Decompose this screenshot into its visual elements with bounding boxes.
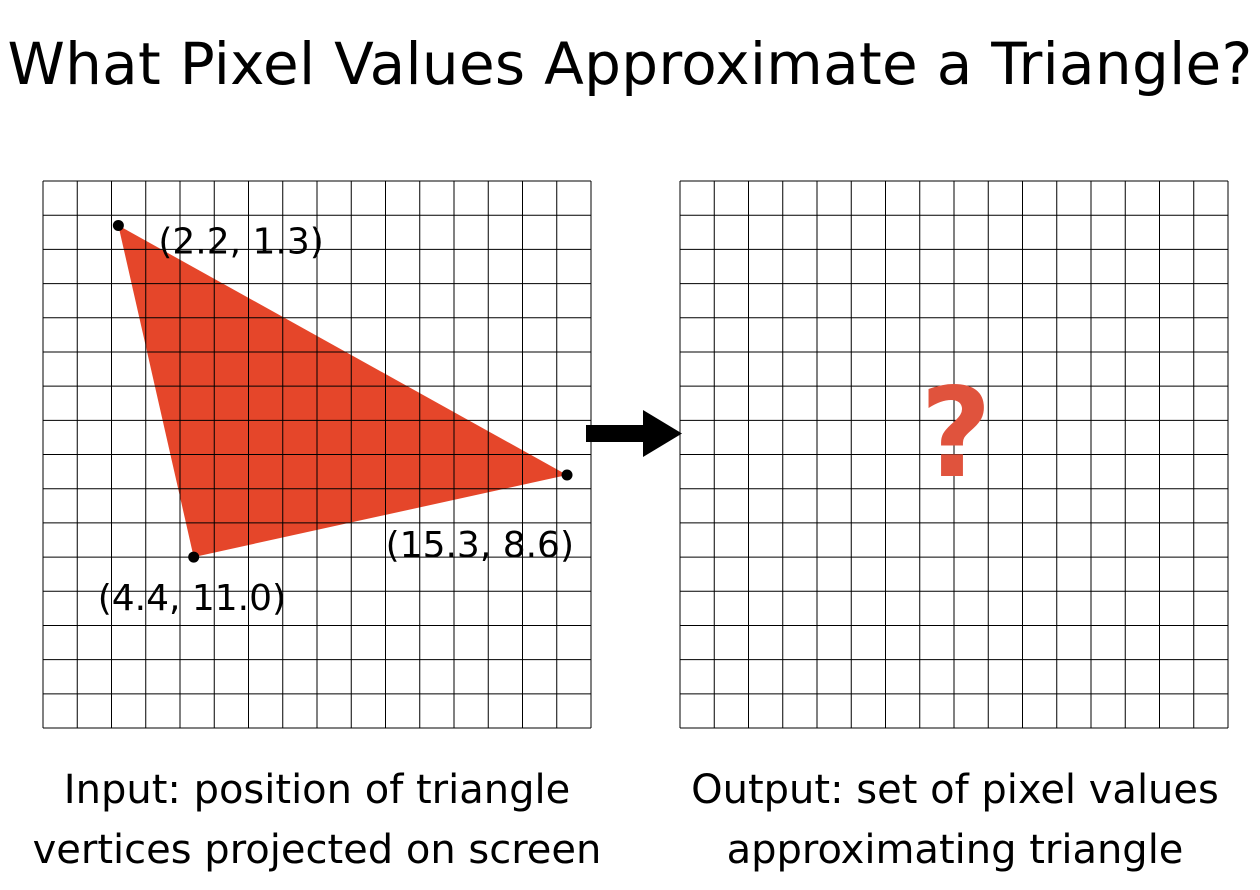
input-grid-lines (42, 180, 592, 729)
input-caption-line-1: Input: position of triangle (63, 767, 571, 813)
input-pixel-grid: (2.2, 1.3) (15.3, 8.6) (4.4, 11.0) (42, 180, 592, 729)
vertex-dot (112, 219, 124, 231)
projected-triangle (118, 225, 568, 558)
triangle-vertices: (2.2, 1.3) (15.3, 8.6) (4.4, 11.0) (98, 219, 574, 619)
output-pixel-grid: ? (679, 180, 1229, 729)
vertex-label: (4.4, 11.0) (98, 578, 286, 619)
arrow-icon (586, 410, 682, 457)
vertex-dot (561, 469, 573, 481)
output-caption-line-2: approximating triangle (726, 827, 1184, 873)
vertex-dot (188, 551, 200, 563)
diagram-title: What Pixel Values Approximate a Triangle… (7, 30, 1253, 98)
output-grid-lines (679, 180, 1229, 729)
question-mark-icon: ? (920, 362, 992, 506)
vertex-label: (2.2, 1.3) (158, 221, 323, 262)
input-caption: Input: position of triangle vertices pro… (17, 760, 617, 880)
vertex-label: (15.3, 8.6) (386, 525, 574, 566)
output-caption: Output: set of pixel values approximatin… (655, 760, 1255, 880)
output-caption-line-1: Output: set of pixel values (691, 767, 1219, 813)
input-caption-line-2: vertices projected on screen (32, 827, 602, 873)
